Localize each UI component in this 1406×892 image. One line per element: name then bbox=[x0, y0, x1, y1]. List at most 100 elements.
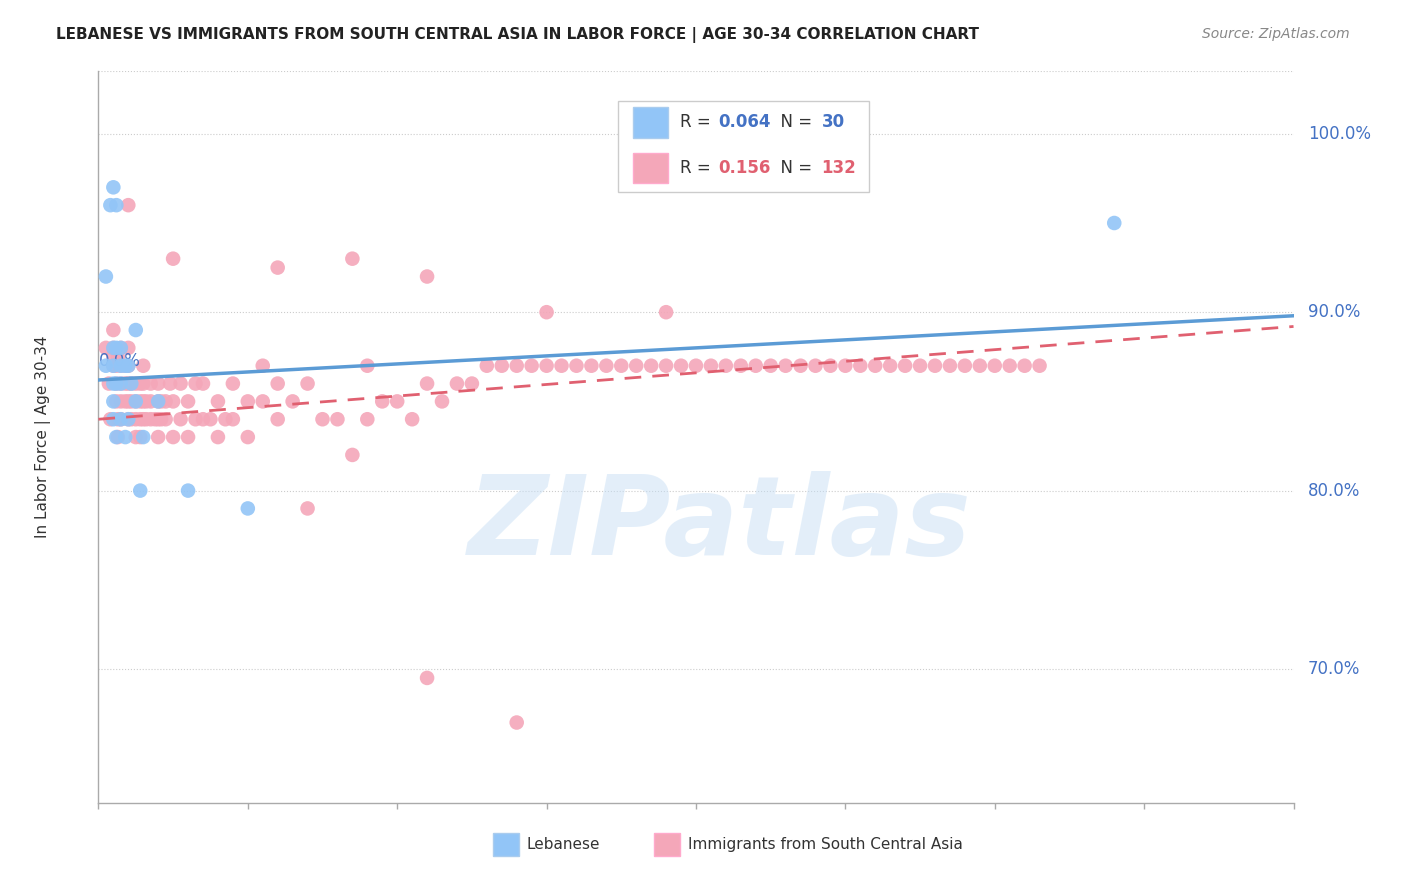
Text: 0.156: 0.156 bbox=[718, 159, 770, 177]
Text: 70.0%: 70.0% bbox=[1308, 660, 1360, 678]
Point bbox=[117, 412, 139, 426]
Point bbox=[103, 359, 125, 373]
Text: In Labor Force | Age 30-34: In Labor Force | Age 30-34 bbox=[35, 335, 51, 539]
Point bbox=[297, 501, 319, 516]
Point bbox=[125, 394, 148, 409]
Point bbox=[789, 359, 811, 373]
Point bbox=[214, 412, 236, 426]
Point bbox=[94, 359, 117, 373]
Text: Lebanese: Lebanese bbox=[526, 837, 600, 852]
Point bbox=[107, 412, 129, 426]
Point bbox=[103, 341, 125, 355]
Point bbox=[491, 359, 513, 373]
Point bbox=[103, 359, 125, 373]
Point bbox=[1104, 216, 1126, 230]
Point bbox=[129, 412, 152, 426]
Point bbox=[162, 394, 184, 409]
Point bbox=[105, 430, 128, 444]
Text: Immigrants from South Central Asia: Immigrants from South Central Asia bbox=[688, 837, 963, 852]
Point bbox=[143, 412, 166, 426]
Point bbox=[700, 359, 723, 373]
Point bbox=[105, 198, 128, 212]
Point bbox=[1028, 359, 1050, 373]
Point bbox=[222, 412, 245, 426]
Point bbox=[139, 394, 162, 409]
Point bbox=[342, 448, 364, 462]
FancyBboxPatch shape bbox=[494, 833, 519, 856]
Point bbox=[371, 394, 394, 409]
Point bbox=[267, 260, 290, 275]
Point bbox=[132, 394, 155, 409]
Point bbox=[775, 359, 797, 373]
Point bbox=[745, 359, 768, 373]
FancyBboxPatch shape bbox=[619, 101, 869, 192]
Point bbox=[110, 412, 132, 426]
Point bbox=[820, 359, 842, 373]
Point bbox=[110, 394, 132, 409]
Point bbox=[129, 483, 152, 498]
Point bbox=[207, 394, 229, 409]
Point bbox=[506, 359, 529, 373]
Point bbox=[120, 412, 142, 426]
Point bbox=[804, 359, 827, 373]
Point bbox=[908, 359, 931, 373]
Point bbox=[177, 483, 200, 498]
Point bbox=[326, 412, 349, 426]
Point bbox=[94, 269, 117, 284]
Point bbox=[117, 394, 139, 409]
Point bbox=[110, 376, 132, 391]
Point bbox=[506, 715, 529, 730]
Point bbox=[191, 412, 214, 426]
Point bbox=[148, 430, 170, 444]
Point bbox=[626, 359, 648, 373]
Text: 132: 132 bbox=[821, 159, 856, 177]
Point bbox=[148, 412, 170, 426]
Point bbox=[107, 350, 129, 364]
Point bbox=[236, 430, 259, 444]
Point bbox=[169, 412, 191, 426]
Point bbox=[148, 394, 170, 409]
Point bbox=[150, 412, 173, 426]
Point bbox=[834, 359, 856, 373]
Point bbox=[117, 341, 139, 355]
Point bbox=[105, 394, 128, 409]
Point bbox=[655, 359, 678, 373]
Point bbox=[114, 359, 136, 373]
Point bbox=[103, 323, 125, 337]
Point bbox=[129, 376, 152, 391]
Point bbox=[103, 180, 125, 194]
FancyBboxPatch shape bbox=[633, 107, 668, 137]
Point bbox=[117, 198, 139, 212]
Point bbox=[159, 376, 181, 391]
Point bbox=[953, 359, 976, 373]
Point bbox=[730, 359, 752, 373]
Point bbox=[148, 394, 170, 409]
Point bbox=[110, 376, 132, 391]
Point bbox=[107, 430, 129, 444]
Text: 30: 30 bbox=[821, 113, 845, 131]
Point bbox=[177, 430, 200, 444]
Point bbox=[669, 359, 692, 373]
FancyBboxPatch shape bbox=[654, 833, 681, 856]
Point bbox=[924, 359, 946, 373]
Point bbox=[281, 394, 304, 409]
Point bbox=[105, 341, 128, 355]
Point bbox=[132, 412, 155, 426]
Point bbox=[200, 412, 222, 426]
Point bbox=[139, 412, 162, 426]
Point bbox=[103, 350, 125, 364]
Text: Source: ZipAtlas.com: Source: ZipAtlas.com bbox=[1202, 27, 1350, 41]
Point bbox=[162, 252, 184, 266]
Point bbox=[311, 412, 333, 426]
Point bbox=[939, 359, 962, 373]
Point bbox=[184, 376, 207, 391]
Point bbox=[446, 376, 468, 391]
Point bbox=[416, 269, 439, 284]
Point bbox=[356, 412, 378, 426]
Point bbox=[640, 359, 662, 373]
Point bbox=[865, 359, 887, 373]
Point bbox=[139, 376, 162, 391]
Point bbox=[129, 394, 152, 409]
FancyBboxPatch shape bbox=[633, 153, 668, 183]
Point bbox=[114, 359, 136, 373]
